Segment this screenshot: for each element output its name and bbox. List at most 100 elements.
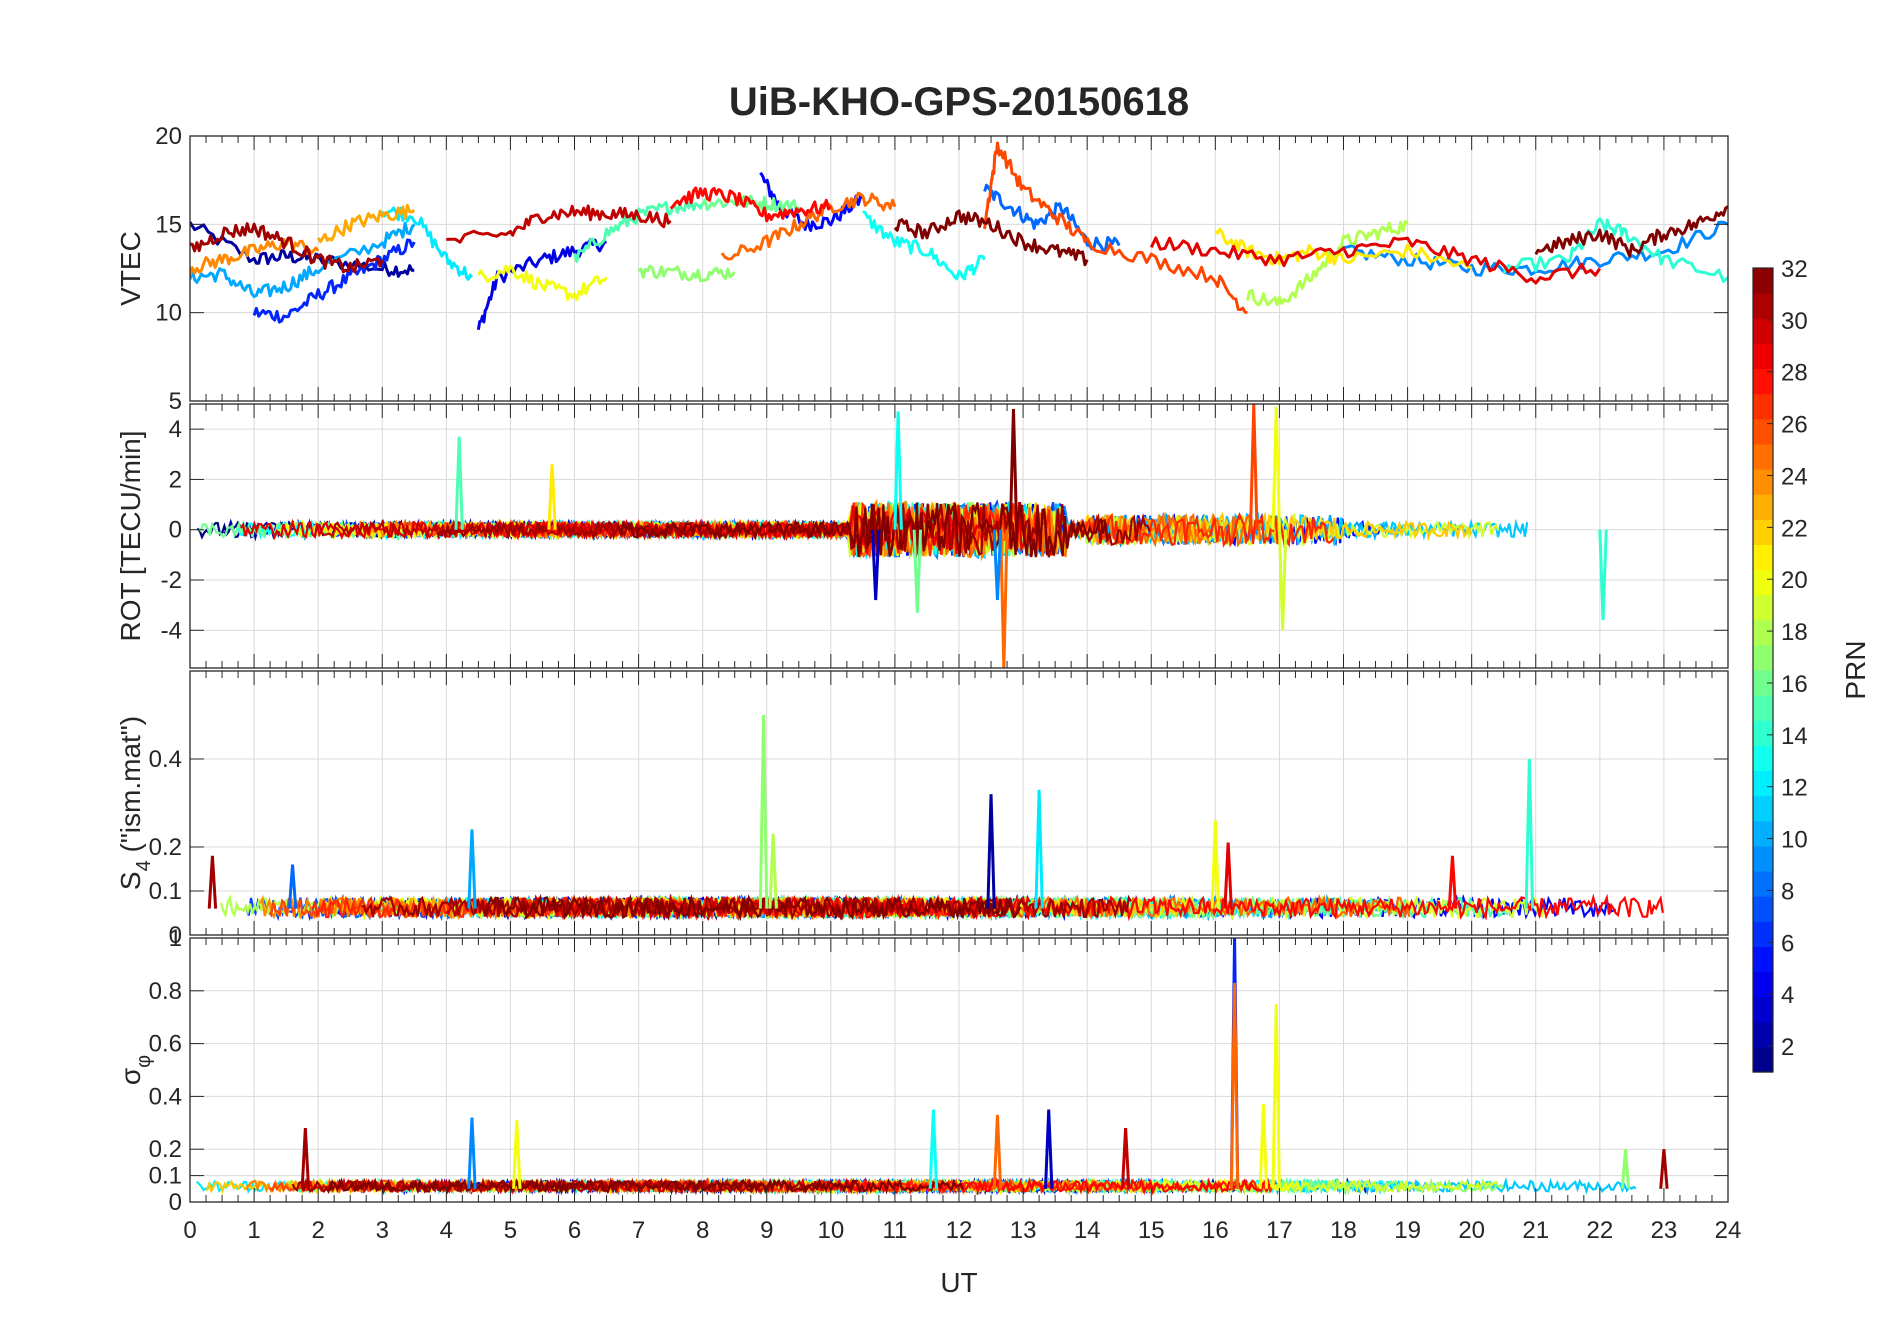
vtec-line-prn-21 <box>1214 227 1473 270</box>
spike-prn-14 <box>1524 758 1535 909</box>
colorbar-segment <box>1753 594 1773 621</box>
spike-prn-31 <box>207 855 218 909</box>
spike-prn-18 <box>768 833 778 909</box>
vtec-line-prn-30 <box>446 204 672 244</box>
x-tick-label: 16 <box>1202 1217 1229 1244</box>
colorbar-tick-label: 30 <box>1781 308 1808 335</box>
colorbar-tick-label: 32 <box>1781 256 1808 283</box>
spike-prn-25 <box>992 1114 1003 1189</box>
colorbar-segment <box>1753 946 1773 973</box>
colorbar-segment <box>1753 544 1773 571</box>
spike-prn-3 <box>870 529 881 601</box>
y-tick-labels: -4 -2 0 2 4 <box>161 416 182 644</box>
y-axis-label: S4 ("ism.mat") <box>115 716 155 890</box>
colorbar-segment <box>1753 418 1773 445</box>
vtec-line-prn-12 <box>380 206 474 281</box>
trace-prn-32 <box>483 893 1022 921</box>
y-tick-labels: 0.1 0.2 0.4 0 <box>149 746 182 949</box>
x-ticks <box>189 404 1729 668</box>
vtec-line-prn-16 <box>701 194 801 214</box>
spike-prn-2 <box>986 794 996 909</box>
spike-prn-17 <box>1620 1149 1631 1189</box>
y-tick-label: 0.2 <box>149 834 182 861</box>
y-tick-label: -2 <box>161 567 182 594</box>
colorbar-segment <box>1753 268 1773 294</box>
vtec-line-prn-26 <box>983 141 1248 315</box>
spike-prn-25 <box>1229 982 1240 1189</box>
x-tick-label: 11 <box>882 1217 907 1244</box>
colorbar-tick-label: 10 <box>1781 827 1808 854</box>
colorbar-segment <box>1753 770 1773 797</box>
y-axis-label: σφ <box>115 1055 155 1085</box>
panel-1: 5 10 15 20 VTEC <box>115 123 1729 415</box>
y-tick-label: 4 <box>169 416 182 443</box>
x-tick-label: 10 <box>817 1217 844 1244</box>
colorbar-segment <box>1753 896 1773 922</box>
y-tick-label: 1 <box>169 925 182 952</box>
vtec-line-prn-17 <box>637 264 736 283</box>
y-tick-label: 10 <box>155 300 182 327</box>
y-axis-label-rest: ("ism.mat") <box>115 716 146 860</box>
colorbar-tick-label: 28 <box>1781 360 1808 387</box>
colorbar-segment <box>1753 293 1773 319</box>
data-layer <box>207 714 1664 922</box>
y-tick-label: 0.8 <box>149 978 182 1005</box>
trace-prn-28 <box>800 893 1664 922</box>
x-tick-label: 21 <box>1522 1217 1549 1244</box>
x-tick-label: 19 <box>1394 1217 1421 1244</box>
y-axis-label-main: σ <box>115 1068 146 1085</box>
y-axis-label: ROT [TECU/min] <box>115 430 146 641</box>
colorbar-segment <box>1753 469 1773 495</box>
spike-prn-26 <box>1249 404 1259 530</box>
x-tick-label: 17 <box>1266 1217 1293 1244</box>
vtec-line-prn-25 <box>720 191 897 261</box>
x-tick-label: 13 <box>1010 1217 1037 1244</box>
colorbar-segment <box>1753 795 1773 822</box>
x-tick-label: 0 <box>183 1217 196 1244</box>
colorbar-segment <box>1753 1021 1773 1048</box>
x-tick-label: 18 <box>1330 1217 1357 1244</box>
x-tick-label: 4 <box>440 1217 453 1244</box>
y-axis-label: VTEC <box>115 231 146 306</box>
spike-prn-32 <box>1008 408 1019 530</box>
x-ticks <box>189 135 1729 402</box>
colorbar-tick-label: 4 <box>1781 982 1794 1009</box>
colorbar-segment <box>1753 443 1773 470</box>
x-tick-label: 6 <box>568 1217 581 1244</box>
spike-prn-20 <box>1210 820 1221 909</box>
y-tick-label: 20 <box>155 123 182 150</box>
spike-prn-19 <box>1277 529 1288 631</box>
spike-prn-28 <box>1447 855 1458 909</box>
colorbar-segment <box>1753 318 1773 344</box>
spike-prn-21 <box>547 464 557 530</box>
spike-prn-20 <box>1258 1104 1269 1189</box>
colorbar-segment <box>1753 820 1773 847</box>
panel-2: -4 -2 0 2 4 ROT [TECU/min] <box>115 403 1729 669</box>
spike-prn-20 <box>1271 406 1281 530</box>
x-tick-label: 5 <box>504 1217 517 1244</box>
spike-prn-12 <box>1034 789 1044 909</box>
spike-prn-14 <box>1598 529 1608 621</box>
y-tick-labels: 5 10 15 20 <box>155 123 182 415</box>
y-tick-label: 0.2 <box>149 1136 182 1163</box>
spike-prn-3 <box>1044 1109 1054 1189</box>
colorbar-tick-label: 26 <box>1781 412 1808 439</box>
y-tick-label: 2 <box>169 466 182 493</box>
x-axis-label: UT <box>940 1267 977 1298</box>
colorbar-frame <box>1752 267 1774 1073</box>
spike-prn-29 <box>1223 842 1233 909</box>
x-tick-label: 2 <box>311 1217 324 1244</box>
colorbar-segment <box>1753 971 1773 998</box>
y-tick-labels: 00.10.20.40.60.81 <box>149 925 182 1216</box>
colorbar-segment <box>1753 343 1773 370</box>
noise-traces <box>219 893 1664 922</box>
x-tick-label: 8 <box>696 1217 709 1244</box>
y-axis-label-sub: φ <box>133 1055 155 1068</box>
colorbar-segment <box>1753 921 1773 947</box>
colorbar-segment <box>1753 393 1773 420</box>
spike-prn-17 <box>758 714 769 909</box>
spike-prn-15 <box>454 436 464 530</box>
x-tick-label: 12 <box>946 1217 973 1244</box>
